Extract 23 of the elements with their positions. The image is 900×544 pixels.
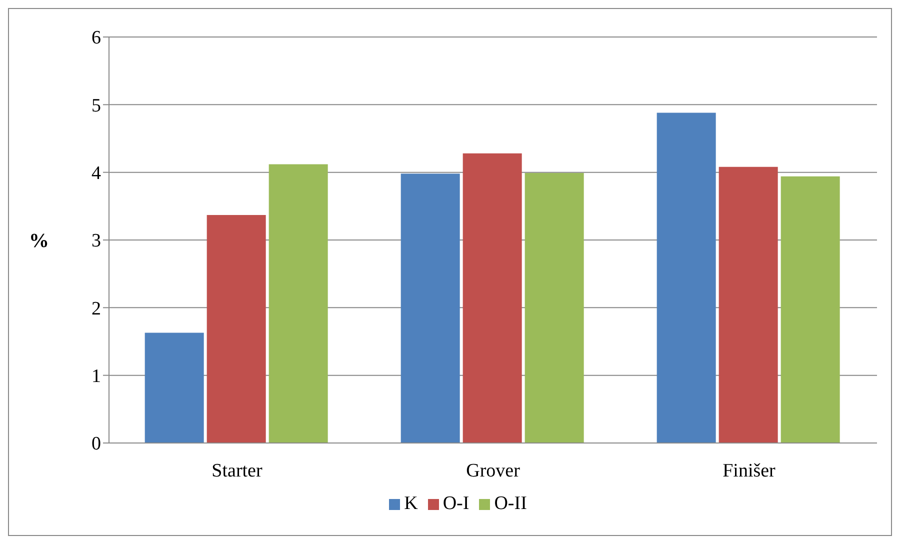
y-tick-label: 5 <box>92 95 101 116</box>
bar <box>524 173 584 443</box>
legend-label: O-II <box>494 493 527 514</box>
y-axis-title: % <box>29 230 49 252</box>
y-tick-label: 3 <box>92 230 101 252</box>
x-tick-label: Starter <box>212 460 263 482</box>
y-tick-label: 4 <box>92 163 102 184</box>
y-tick-label: 2 <box>92 298 101 320</box>
y-tick-label: 1 <box>92 366 101 388</box>
legend-label: K <box>404 493 418 514</box>
bar <box>144 332 204 443</box>
legend-label: O-I <box>442 493 470 514</box>
y-tick-label: 0 <box>92 434 101 455</box>
bar <box>400 174 460 443</box>
bar <box>656 112 716 443</box>
x-tick-label: Finišer <box>722 460 776 482</box>
bar <box>780 176 840 443</box>
bar <box>268 164 328 443</box>
bar <box>206 214 266 443</box>
y-tick-label: 6 <box>92 28 101 49</box>
bar <box>462 153 522 443</box>
bar <box>718 166 778 443</box>
x-tick-label: Grover <box>466 460 521 482</box>
